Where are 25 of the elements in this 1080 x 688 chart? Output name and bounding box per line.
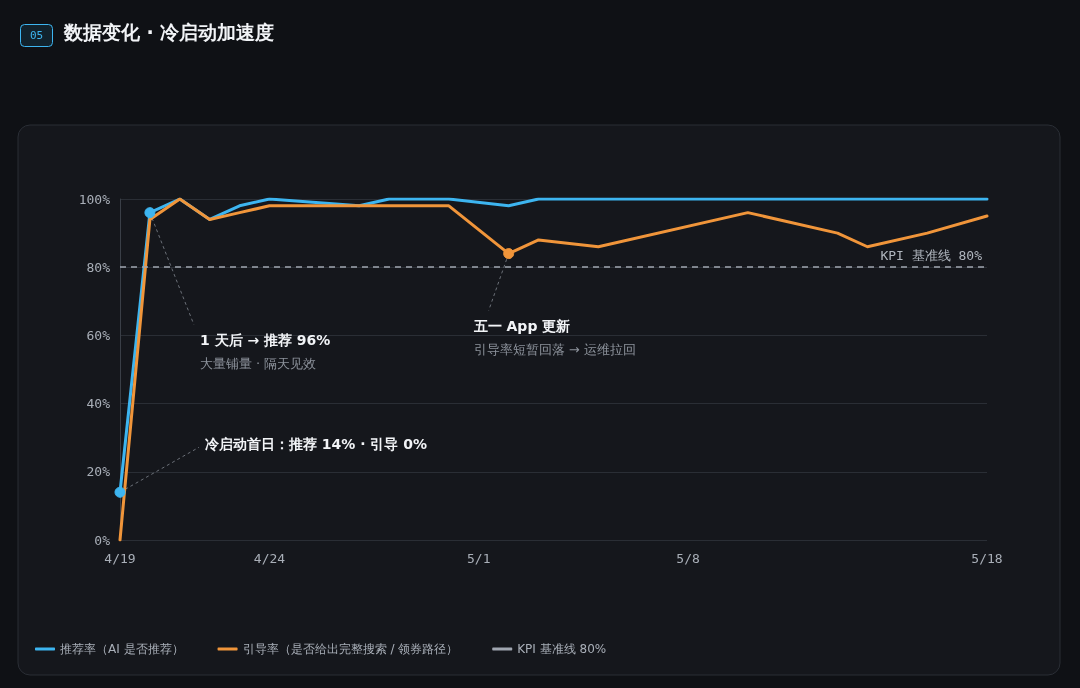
annotation: 引导率短暂回落 → 运维拉回 (473, 341, 636, 357)
text: 05 (29, 29, 44, 42)
y-tick-label: 40% (86, 396, 111, 412)
legend-label: 引导率（是否给出完整搜索 / 领券路径） (242, 642, 459, 656)
point (503, 248, 515, 260)
y-tick-label: 0% (94, 532, 111, 548)
y-tick-label: 60% (86, 327, 111, 343)
text: KPI 基准线 80% (880, 248, 982, 264)
x-tick-label: 4/19 (104, 551, 136, 566)
annotation: 五一 App 更新 (472, 317, 571, 334)
x-tick-label: 5/18 (971, 551, 1003, 566)
y-tick-label: 80% (86, 259, 111, 275)
annotation: 冷启动首日：推荐 14% · 引导 0% (205, 436, 428, 453)
point (144, 207, 156, 219)
legend-label: 推荐率（AI 是否推荐） (60, 642, 184, 656)
point (114, 486, 126, 498)
chart-title: 数据变化 · 冷启动加速度 (63, 20, 275, 43)
legend-label: KPI 基准线 80% (517, 642, 607, 656)
x-tick-label: 5/1 (467, 551, 491, 566)
x-tick-label: 4/24 (253, 551, 286, 566)
y-tick-label: 100% (78, 191, 111, 207)
annotation: 1 天后 → 推荐 96% (199, 331, 331, 348)
x-tick-label: 5/8 (676, 551, 700, 566)
annotation: 大量铺量 · 隔天见效 (199, 355, 317, 371)
y-tick-label: 20% (86, 464, 111, 480)
